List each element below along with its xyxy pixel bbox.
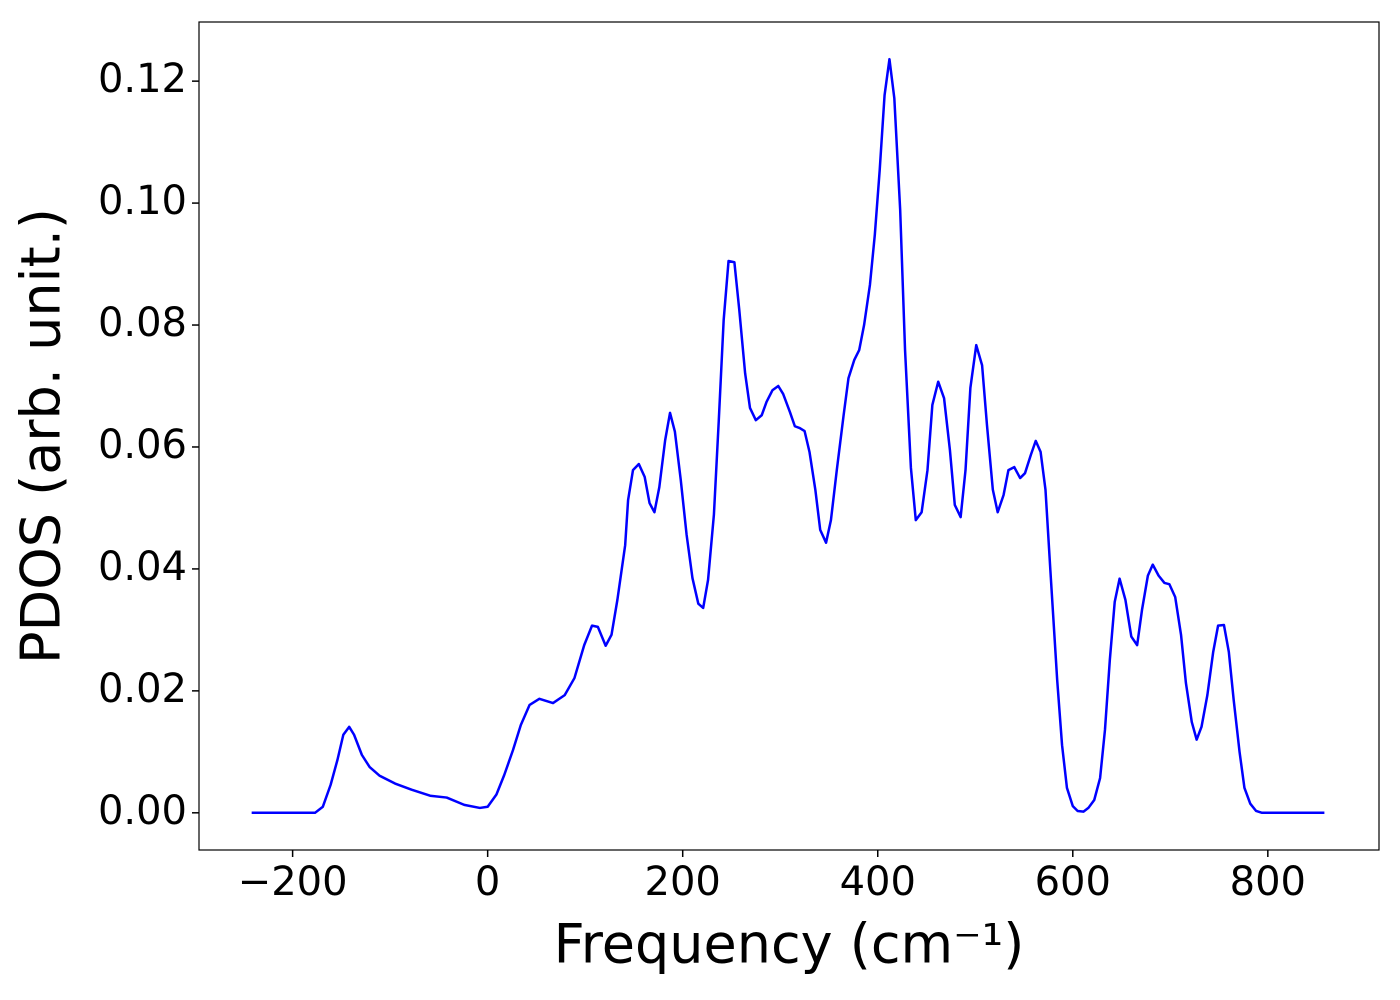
x-tick-label: −200: [238, 859, 348, 905]
y-tick-label: 0.12: [98, 56, 187, 102]
x-axis-label: Frequency (cm⁻¹): [554, 913, 1025, 976]
x-tick-label: 800: [1230, 859, 1306, 905]
y-tick-label: 0.10: [98, 178, 187, 224]
y-axis-label: PDOS (arb. unit.): [10, 208, 73, 664]
data-line: [251, 57, 1325, 815]
y-tick-label: 0.06: [98, 422, 187, 468]
x-tick-label: 200: [645, 859, 721, 905]
y-tick-label: 0.08: [98, 300, 187, 346]
x-tick-label: 0: [475, 859, 500, 905]
x-tick-label: 600: [1035, 859, 1111, 905]
plot-frame: [198, 21, 1380, 851]
x-tick-label: 400: [840, 859, 916, 905]
y-tick-label: 0.02: [98, 666, 187, 712]
y-tick-label: 0.04: [98, 544, 187, 590]
y-tick-label: 0.00: [98, 788, 187, 834]
